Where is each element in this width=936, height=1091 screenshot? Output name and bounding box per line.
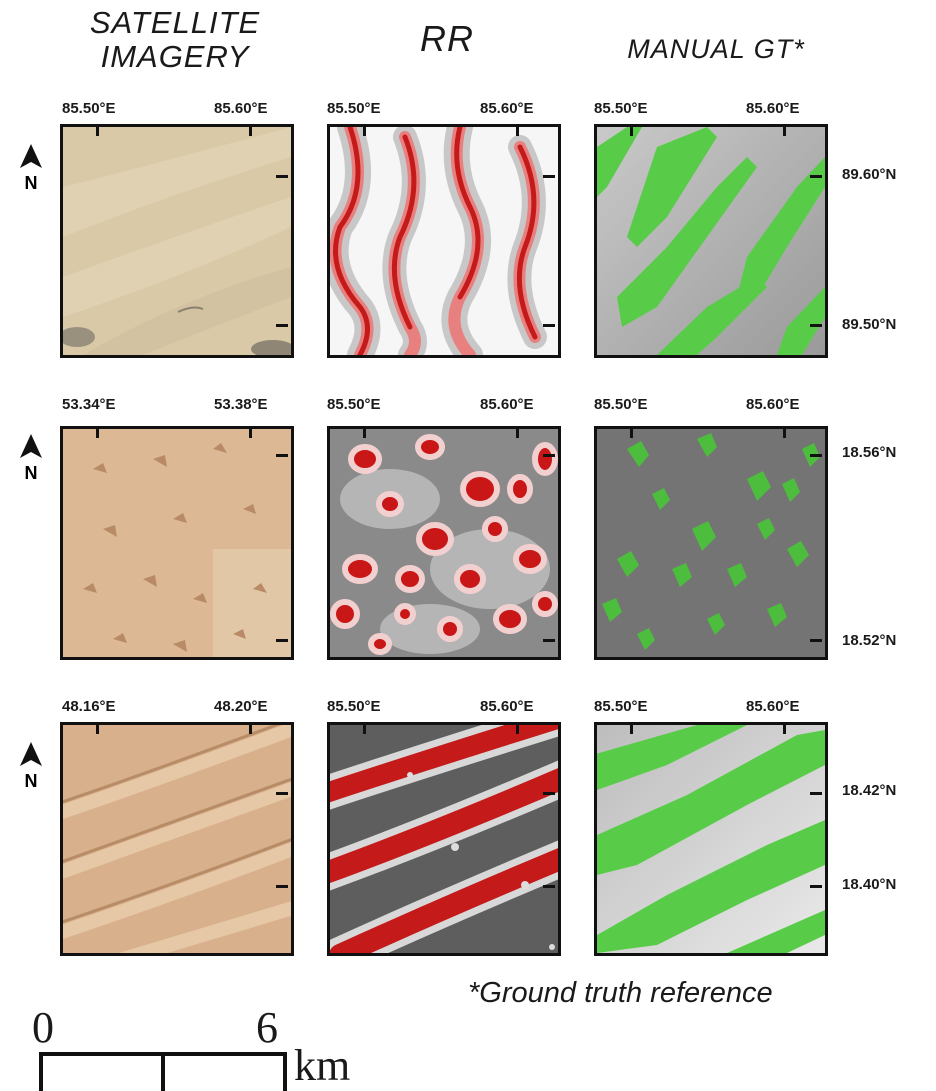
row1-gt-lon-right: 85.60°E	[746, 100, 800, 117]
tick	[96, 722, 99, 734]
row2-lat-bottom: 18.52°N	[842, 632, 897, 649]
row2-sat-lon-right: 53.38°E	[214, 396, 268, 413]
tick	[810, 175, 822, 178]
row1-rr-lon-right: 85.60°E	[480, 100, 534, 117]
row3-gt-panel	[594, 722, 828, 956]
scale-end-label: 6	[256, 1003, 278, 1052]
tick	[249, 124, 252, 136]
tick	[516, 124, 519, 136]
row3-satellite-panel	[60, 722, 294, 956]
row1-lat-bottom: 89.50°N	[842, 316, 897, 333]
tick	[630, 722, 633, 734]
row2-rr-lon-left: 85.50°E	[327, 396, 381, 413]
tick	[276, 885, 288, 888]
tick	[810, 639, 822, 642]
tick	[810, 324, 822, 327]
row2-satellite-panel	[60, 426, 294, 660]
tick	[516, 426, 519, 438]
tick	[276, 639, 288, 642]
row2-rr-panel	[327, 426, 561, 660]
row3-sat-lon-left: 48.16°E	[62, 698, 116, 715]
row1-satellite-panel	[60, 124, 294, 358]
row3-sat-lon-right: 48.20°E	[214, 698, 268, 715]
row3-gt-lon-left: 85.50°E	[594, 698, 648, 715]
tick	[543, 454, 555, 457]
row2-rr-lon-right: 85.60°E	[480, 396, 534, 413]
header-rr: RR	[420, 18, 474, 59]
ground-truth-footnote: *Ground truth reference	[468, 977, 773, 1009]
row1-gt-lon-left: 85.50°E	[594, 100, 648, 117]
tick	[249, 426, 252, 438]
tick	[276, 454, 288, 457]
row3-rr-panel	[327, 722, 561, 956]
row2-sat-lon-left: 53.34°E	[62, 396, 116, 413]
tick	[543, 639, 555, 642]
row3-rr-lon-left: 85.50°E	[327, 698, 381, 715]
scale-bar	[39, 1052, 287, 1091]
tick	[783, 426, 786, 438]
tick	[516, 722, 519, 734]
tick	[783, 124, 786, 136]
tick	[543, 175, 555, 178]
svg-text:N: N	[25, 771, 38, 790]
row1-sat-lon-right: 85.60°E	[214, 100, 268, 117]
row1-gt-panel	[594, 124, 828, 358]
tick	[543, 792, 555, 795]
row2-gt-lon-right: 85.60°E	[746, 396, 800, 413]
row2-gt-panel	[594, 426, 828, 660]
row2-lat-top: 18.56°N	[842, 444, 897, 461]
tick	[363, 124, 366, 136]
north-arrow-icon: N	[20, 144, 42, 192]
tick	[276, 324, 288, 327]
tick	[810, 454, 822, 457]
north-arrow-icon: N	[20, 434, 42, 482]
tick	[630, 124, 633, 136]
tick	[276, 792, 288, 795]
row1-rr-panel	[327, 124, 561, 358]
row2-gt-lon-left: 85.50°E	[594, 396, 648, 413]
svg-text:N: N	[25, 463, 38, 482]
row1-lat-top: 89.60°N	[842, 166, 897, 183]
row1-sat-lon-left: 85.50°E	[62, 100, 116, 117]
row3-gt-lon-right: 85.60°E	[746, 698, 800, 715]
svg-text:N: N	[25, 173, 38, 192]
tick	[363, 722, 366, 734]
tick	[630, 426, 633, 438]
tick	[543, 324, 555, 327]
row1-rr-lon-left: 85.50°E	[327, 100, 381, 117]
tick	[249, 722, 252, 734]
row3-lat-bottom: 18.40°N	[842, 876, 897, 893]
scale-start-label: 0	[32, 1003, 54, 1052]
north-arrow-icon: N	[20, 742, 42, 790]
tick	[783, 722, 786, 734]
tick	[96, 124, 99, 136]
tick	[276, 175, 288, 178]
tick	[96, 426, 99, 438]
row3-lat-top: 18.42°N	[842, 782, 897, 799]
header-satellite-imagery: SATELLITE IMAGERY	[89, 5, 261, 74]
scale-unit-label: km	[294, 1041, 351, 1090]
header-manual-gt: MANUAL GT*	[627, 34, 805, 64]
tick	[363, 426, 366, 438]
tick	[543, 885, 555, 888]
tick	[810, 792, 822, 795]
tick	[810, 885, 822, 888]
row3-rr-lon-right: 85.60°E	[480, 698, 534, 715]
